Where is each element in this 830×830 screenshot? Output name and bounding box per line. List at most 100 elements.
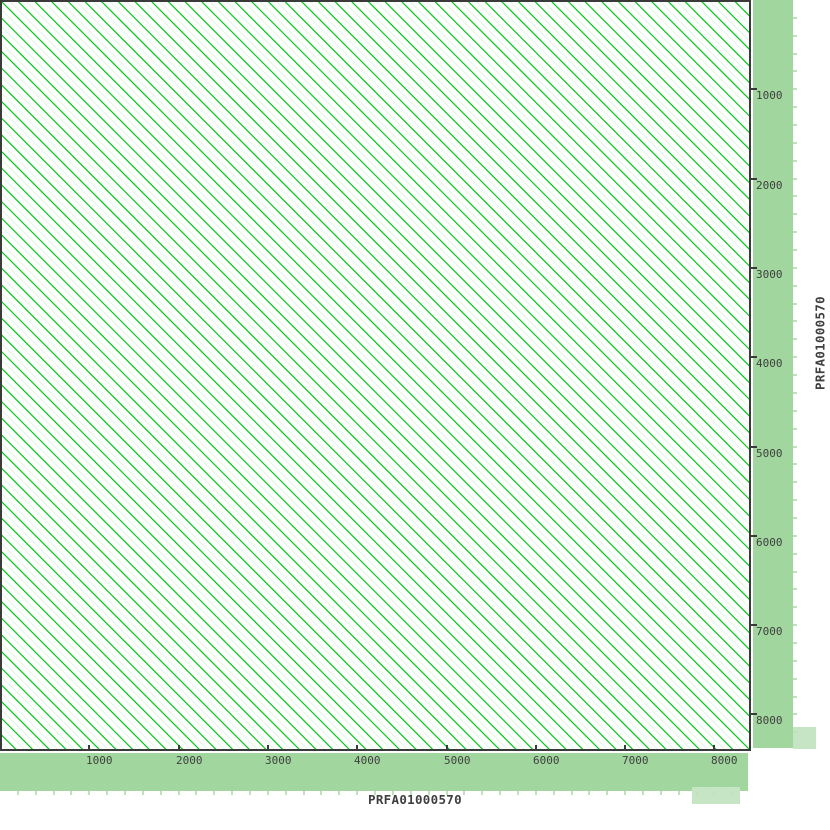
y-axis-minor-tick [793, 553, 797, 555]
x-axis-minor-tick [428, 791, 430, 795]
y-axis-tick-label: 8000 [756, 714, 783, 727]
y-axis-minor-tick [793, 53, 797, 55]
x-axis-minor-tick [678, 791, 680, 795]
x-axis-tick-label: 6000 [533, 754, 560, 767]
y-axis-minor-tick [793, 178, 797, 180]
y-axis-minor-tick [793, 356, 797, 358]
x-axis-minor-tick [17, 791, 19, 795]
x-axis-minor-tick [606, 791, 608, 795]
x-axis-minor-tick [124, 791, 126, 795]
x-axis-tick-label: 3000 [265, 754, 292, 767]
x-axis-minor-tick [446, 791, 448, 795]
y-axis-minor-tick [793, 160, 797, 162]
y-axis-minor-tick [793, 678, 797, 680]
y-axis-major-tick [751, 446, 757, 448]
y-axis-minor-tick [793, 463, 797, 465]
x-axis-minor-tick [160, 791, 162, 795]
x-axis-minor-tick [53, 791, 55, 795]
y-axis-end-block [793, 727, 816, 749]
y-axis-sequence-label: PRFA01000570 [812, 296, 828, 390]
x-axis-strip [0, 753, 748, 791]
y-axis-minor-tick [793, 70, 797, 72]
y-axis-tick-label: 3000 [756, 268, 783, 281]
y-axis-minor-tick [793, 481, 797, 483]
x-axis-minor-tick [731, 791, 733, 795]
y-axis-major-tick [751, 624, 757, 626]
x-axis-minor-tick [338, 791, 340, 795]
x-axis-minor-tick [35, 791, 37, 795]
y-axis-minor-tick [793, 606, 797, 608]
x-axis-minor-tick [463, 791, 465, 795]
x-axis-major-tick [535, 745, 537, 751]
y-axis-major-tick [751, 88, 757, 90]
x-axis-end-block [692, 787, 740, 804]
x-axis-minor-tick [285, 791, 287, 795]
x-axis-minor-tick [535, 791, 537, 795]
x-axis-minor-tick [88, 791, 90, 795]
x-axis-minor-tick [660, 791, 662, 795]
x-axis-minor-tick [713, 791, 715, 795]
x-axis-minor-tick [553, 791, 555, 795]
y-axis-minor-tick [793, 713, 797, 715]
x-axis-major-tick [713, 745, 715, 751]
x-axis-minor-tick [249, 791, 251, 795]
y-axis-minor-tick [793, 571, 797, 573]
y-axis-minor-tick [793, 231, 797, 233]
y-axis-minor-tick [793, 535, 797, 537]
y-axis-major-tick [751, 178, 757, 180]
repeat-diagonals [2, 2, 749, 749]
y-axis-minor-tick [793, 588, 797, 590]
y-axis-minor-tick [793, 285, 797, 287]
x-axis-minor-tick [213, 791, 215, 795]
x-axis-minor-tick [410, 791, 412, 795]
y-axis-minor-tick [793, 267, 797, 269]
x-axis-minor-tick [481, 791, 483, 795]
x-axis-tick-label: 2000 [176, 754, 203, 767]
y-axis-major-tick [751, 356, 757, 358]
y-axis-minor-tick [793, 142, 797, 144]
y-axis-major-tick [751, 713, 757, 715]
x-axis-major-tick [178, 745, 180, 751]
x-axis-tick-label: 8000 [711, 754, 738, 767]
y-axis-minor-tick [793, 446, 797, 448]
y-axis-minor-tick [793, 660, 797, 662]
y-axis-major-tick [751, 267, 757, 269]
y-axis-minor-tick [793, 124, 797, 126]
y-axis-tick-label: 2000 [756, 179, 783, 192]
y-axis-minor-tick [793, 696, 797, 698]
y-axis-minor-tick [793, 17, 797, 19]
y-axis-minor-tick [793, 624, 797, 626]
y-axis-minor-tick [793, 213, 797, 215]
y-axis-minor-tick [793, 392, 797, 394]
x-axis-minor-tick [571, 791, 573, 795]
x-axis-sequence-label: PRFA01000570 [368, 792, 462, 807]
y-axis-minor-tick [793, 195, 797, 197]
y-axis-minor-tick [793, 499, 797, 501]
x-axis-major-tick [624, 745, 626, 751]
y-axis-minor-tick [793, 731, 797, 733]
y-axis-minor-tick [793, 642, 797, 644]
y-axis-minor-tick [793, 428, 797, 430]
dotplot-canvas[interactable] [0, 0, 751, 751]
y-axis-tick-label: 6000 [756, 536, 783, 549]
y-axis-minor-tick [793, 338, 797, 340]
x-axis-minor-tick [231, 791, 233, 795]
x-axis-minor-tick [588, 791, 590, 795]
x-axis-tick-label: 1000 [86, 754, 113, 767]
x-axis-minor-tick [374, 791, 376, 795]
y-axis-tick-label: 7000 [756, 625, 783, 638]
y-axis-tick-label: 1000 [756, 89, 783, 102]
x-axis-tick-label: 4000 [354, 754, 381, 767]
x-axis-minor-tick [320, 791, 322, 795]
x-axis-minor-tick [624, 791, 626, 795]
x-axis-minor-tick [178, 791, 180, 795]
x-axis-minor-tick [499, 791, 501, 795]
y-axis-minor-tick [793, 374, 797, 376]
x-axis-major-tick [356, 745, 358, 751]
y-axis-minor-tick [793, 517, 797, 519]
x-axis-major-tick [446, 745, 448, 751]
x-axis-minor-tick [356, 791, 358, 795]
y-axis-minor-tick [793, 249, 797, 251]
x-axis-minor-tick [267, 791, 269, 795]
